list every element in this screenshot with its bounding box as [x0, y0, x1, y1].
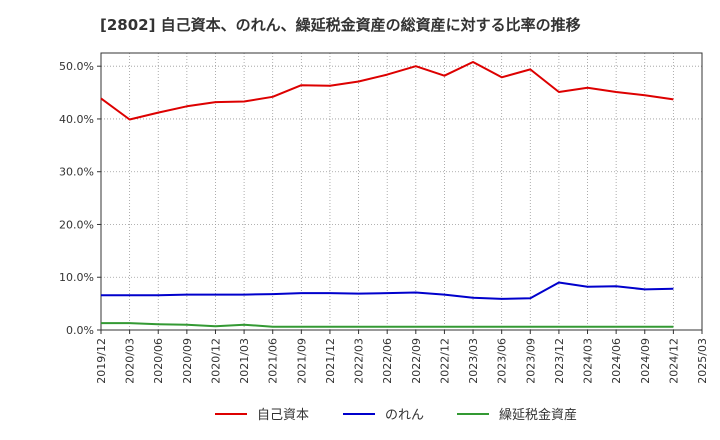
x-tick-label: 2020/09: [181, 338, 194, 384]
x-tick-label: 2021/06: [267, 338, 280, 384]
x-tick-label: 2022/06: [381, 338, 394, 384]
x-tick-label: 2022/09: [410, 338, 423, 384]
x-tick-label: 2023/06: [496, 338, 509, 384]
legend-label-2: のれん: [385, 408, 424, 423]
x-axis-ticks: 2019/12 2020/03 2020/06 2020/09 2020/12 2021/…: [95, 330, 709, 384]
x-tick-label: 2020/12: [209, 338, 222, 384]
x-tick-label: 2022/03: [353, 338, 366, 384]
x-tick-label: 2021/03: [238, 338, 251, 384]
x-tick-label: 2024/12: [667, 338, 680, 384]
x-tick-label: 2024/09: [639, 338, 652, 384]
x-tick-label: 2023/03: [467, 338, 480, 384]
x-tick-label: 2020/06: [152, 338, 165, 384]
y-tick-label: 20.0%: [59, 218, 94, 231]
legend-label-3: 繰延税金資産: [499, 407, 577, 423]
chart-title: [2802] 自己資本、のれん、繰延税金資産の総資産に対する比率の推移: [100, 16, 581, 34]
y-tick-label: 10.0%: [59, 271, 94, 284]
series-line-3: [101, 322, 674, 328]
series-layer: [100, 61, 674, 328]
x-tick-label: 2024/06: [610, 338, 623, 384]
x-tick-label: 2022/12: [438, 338, 451, 384]
legend: 自己資本 のれん 繰延税金資産: [215, 407, 577, 423]
grid-layer: [101, 53, 702, 330]
y-tick-label: 0.0%: [66, 324, 94, 337]
y-axis-ticks: 0.0% 10.0% 20.0% 30.0% 40.0% 50.0%: [59, 60, 101, 337]
legend-label-1: 自己資本: [257, 408, 309, 423]
y-tick-label: 40.0%: [59, 113, 94, 126]
x-tick-label: 2023/12: [553, 338, 566, 384]
x-tick-label: 2025/03: [696, 338, 709, 384]
x-tick-label: 2020/03: [124, 338, 137, 384]
y-tick-label: 50.0%: [59, 60, 94, 73]
x-tick-label: 2024/03: [582, 338, 595, 384]
y-tick-label: 30.0%: [59, 166, 94, 179]
x-tick-label: 2023/09: [524, 338, 537, 384]
x-tick-label: 2021/09: [295, 338, 308, 384]
plot-frame: [100, 52, 703, 331]
series-line-2: [101, 281, 674, 300]
x-tick-label: 2019/12: [95, 338, 108, 384]
series-line-1: [100, 61, 674, 121]
x-tick-label: 2021/12: [324, 338, 337, 384]
